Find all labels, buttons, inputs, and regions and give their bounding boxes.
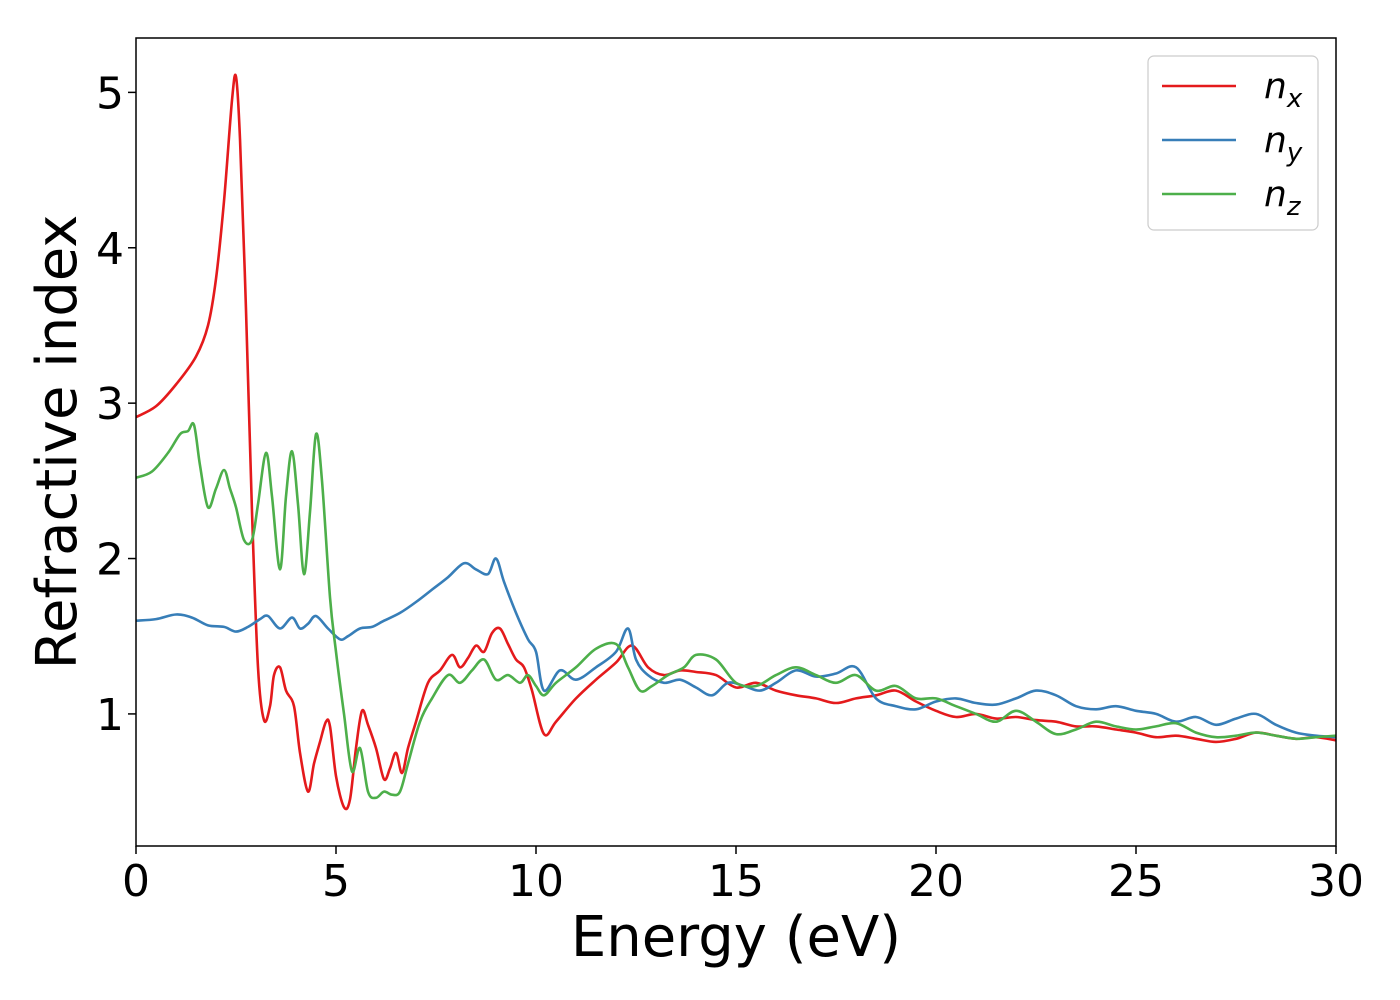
legend-box (1147, 55, 1319, 231)
series-line-y (136, 557, 1336, 739)
legend-label-base: n (1264, 66, 1287, 107)
legend-label-z: nz (1264, 174, 1302, 222)
x-tick-label: 20 (908, 856, 964, 907)
x-tick-label: 5 (322, 856, 350, 907)
series-layer (136, 73, 1336, 811)
legend-label-base: n (1264, 120, 1287, 161)
y-tick-label: 2 (96, 535, 124, 586)
legend-label-subscript: y (1286, 138, 1303, 168)
y-axis: 1 2 3 4 5 (96, 68, 136, 741)
legend-label-x: nx (1264, 66, 1303, 114)
x-tick-label: 25 (1108, 856, 1164, 907)
y-tick-label: 3 (96, 379, 124, 430)
x-axis-title: Energy (eV) (571, 905, 901, 970)
legend-label-subscript: x (1286, 84, 1303, 114)
x-tick-label: 15 (708, 856, 764, 907)
x-tick-label: 30 (1308, 856, 1364, 907)
y-tick-label: 1 (96, 690, 124, 741)
y-tick-label: 4 (96, 224, 124, 275)
y-axis-title: Refractive index (25, 215, 90, 670)
x-axis: 0 5 10 15 20 25 30 (122, 846, 1364, 907)
legend-label-subscript: z (1286, 192, 1302, 222)
x-tick-label: 10 (508, 856, 564, 907)
legend-label-base: n (1264, 174, 1287, 215)
series-line-x (136, 73, 1336, 811)
series-line-z (136, 421, 1336, 800)
y-tick-label: 5 (96, 68, 124, 119)
x-tick-label: 0 (122, 856, 150, 907)
legend-label-y: ny (1264, 120, 1303, 168)
